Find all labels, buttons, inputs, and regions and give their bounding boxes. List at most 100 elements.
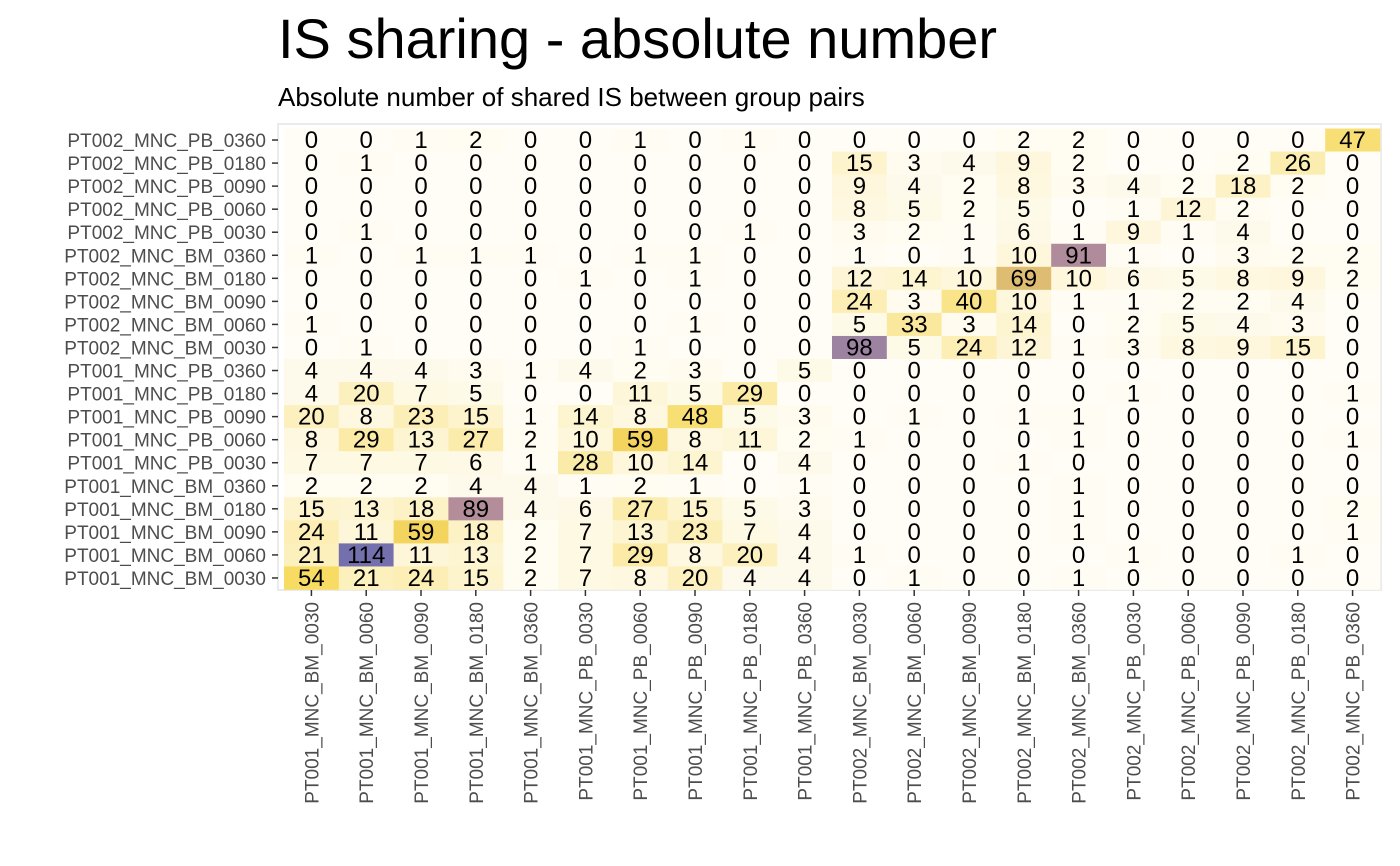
heatmap-cell <box>1215 243 1271 268</box>
cell-value-label: 0 <box>962 519 975 546</box>
heatmap-cell <box>284 474 340 498</box>
cell-value-label: 2 <box>1291 242 1304 269</box>
cell-value-label: 2 <box>634 473 647 500</box>
heatmap-cell <box>1325 543 1381 567</box>
cell-value-label: 10 <box>1010 242 1037 269</box>
chart-subtitle: Absolute number of shared IS between gro… <box>278 82 865 112</box>
heatmap-cell <box>777 451 833 475</box>
cell-value-label: 0 <box>1072 358 1085 385</box>
cell-value-label: 13 <box>462 542 489 569</box>
heatmap-cell <box>1215 266 1271 291</box>
cell-value-label: 0 <box>579 196 592 223</box>
heatmap-cell <box>1106 382 1162 406</box>
heatmap-cell <box>1215 520 1271 544</box>
cell-value-label: 4 <box>798 450 811 477</box>
cell-value-label: 4 <box>360 358 373 385</box>
heatmap-cell <box>941 312 997 337</box>
heatmap-cell <box>722 405 778 429</box>
heatmap-cell <box>832 428 888 452</box>
cell-value-label: 0 <box>634 150 647 177</box>
cell-value-label: 0 <box>634 173 647 200</box>
cell-value-label: 0 <box>579 219 592 246</box>
heatmap-cell <box>503 359 559 383</box>
cell-value-label: 15 <box>682 496 709 523</box>
cell-value-label: 1 <box>1346 381 1359 408</box>
y-tick-label: PT002_MNC_PB_0180 <box>67 154 266 175</box>
x-tick-label: PT001_MNC_PB_0030 <box>576 602 597 801</box>
cell-value-label: 0 <box>579 381 592 408</box>
heatmap-cell <box>448 566 504 590</box>
cell-value-label: 10 <box>1010 288 1037 315</box>
cell-value-label: 10 <box>956 265 983 292</box>
heatmap-cell <box>558 359 614 383</box>
cell-value-label: 1 <box>634 127 647 154</box>
cell-value-label: 0 <box>853 519 866 546</box>
y-tick-label: PT002_MNC_BM_0060 <box>64 315 266 336</box>
cell-value-label: 0 <box>962 427 975 454</box>
cell-value-label: 0 <box>1072 542 1085 569</box>
heatmap-cell <box>1325 289 1381 314</box>
cell-value-label: 4 <box>798 565 811 592</box>
cell-value-label: 20 <box>682 565 709 592</box>
cell-value-label: 1 <box>1346 519 1359 546</box>
cell-value-label: 0 <box>1236 473 1249 500</box>
cell-value-label: 5 <box>908 334 921 361</box>
cell-value-label: 5 <box>798 358 811 385</box>
cell-value-label: 18 <box>1230 173 1257 200</box>
cell-value-label: 0 <box>1017 427 1030 454</box>
cell-value-label: 0 <box>524 173 537 200</box>
heatmap-cell <box>1051 197 1107 221</box>
cell-value-label: 21 <box>298 542 325 569</box>
cell-value-label: 0 <box>1346 542 1359 569</box>
heatmap-cell <box>393 220 449 245</box>
cell-value-label: 6 <box>579 496 592 523</box>
heatmap-cell <box>1270 128 1326 152</box>
heatmap-cell <box>448 382 504 406</box>
cell-value-label: 0 <box>1182 150 1195 177</box>
heatmap-cell <box>1051 543 1107 567</box>
heatmap-cell <box>448 220 504 245</box>
heatmap-cell <box>1270 428 1326 452</box>
heatmap-cell <box>393 289 449 314</box>
cell-value-label: 1 <box>743 219 756 246</box>
cell-value-label: 114 <box>347 542 385 569</box>
heatmap-cell <box>1106 474 1162 498</box>
heatmap-cell <box>612 174 668 198</box>
cell-value-label: 1 <box>1072 473 1085 500</box>
cell-value-label: 5 <box>908 196 921 223</box>
cell-value-label: 3 <box>853 219 866 246</box>
cell-value-label: 8 <box>853 196 866 223</box>
heatmap-cell <box>832 382 888 406</box>
x-tick-label: PT001_MNC_BM_0060 <box>357 602 378 804</box>
heatmap-cell <box>448 266 504 291</box>
cell-value-label: 1 <box>414 127 427 154</box>
heatmap-cell <box>1160 220 1216 245</box>
x-tick-label: PT002_MNC_PB_0360 <box>1344 602 1365 801</box>
cell-value-label: 0 <box>305 196 318 223</box>
cell-value-label: 0 <box>962 450 975 477</box>
heatmap-cell <box>996 382 1052 406</box>
heatmap-cell <box>558 382 614 406</box>
cell-value-label: 0 <box>1236 127 1249 154</box>
heatmap-cell <box>448 289 504 314</box>
heatmap-cell <box>777 312 833 337</box>
y-tick-label: PT002_MNC_PB_0090 <box>67 177 266 198</box>
heatmap-cell <box>503 220 559 245</box>
heatmap-cell <box>612 220 668 245</box>
cell-value-label: 0 <box>524 265 537 292</box>
heatmap-cell <box>1106 335 1162 360</box>
heatmap-cell <box>1051 151 1107 175</box>
cell-value-label: 9 <box>1236 334 1249 361</box>
heatmap-cell <box>393 128 449 152</box>
heatmap-cell <box>1270 312 1326 337</box>
cell-value-label: 0 <box>1127 565 1140 592</box>
cell-value-label: 0 <box>414 334 427 361</box>
heatmap-cell <box>1325 151 1381 175</box>
heatmap-cell <box>1106 520 1162 544</box>
cell-value-label: 0 <box>1346 404 1359 431</box>
cell-value-label: 4 <box>414 358 427 385</box>
cell-value-label: 0 <box>962 358 975 385</box>
cell-value-label: 0 <box>1017 542 1030 569</box>
cell-value-label: 3 <box>469 358 482 385</box>
